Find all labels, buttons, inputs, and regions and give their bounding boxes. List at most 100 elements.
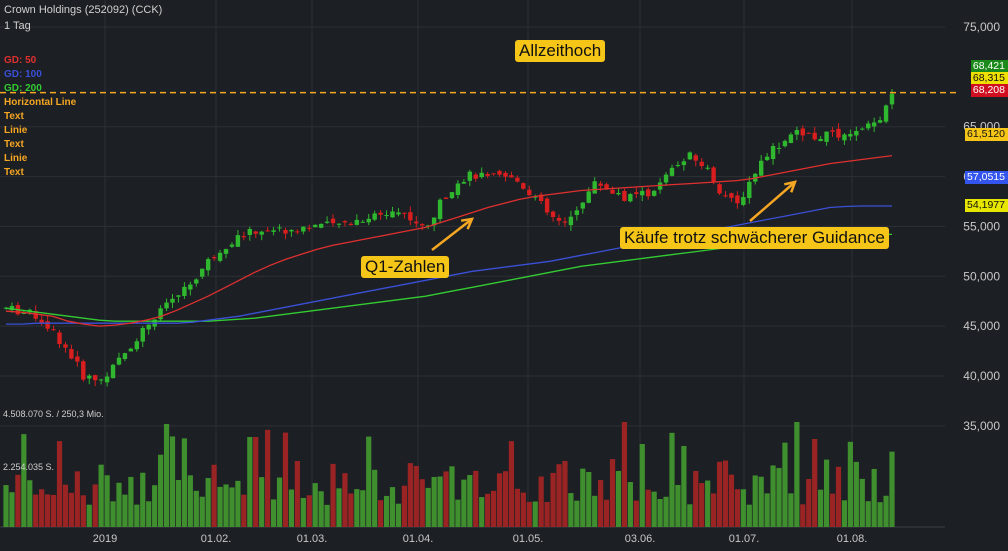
volume-bar (140, 472, 146, 527)
volume-bar (27, 480, 33, 527)
volume-bar (324, 504, 330, 527)
volume-bar (841, 500, 848, 527)
volume-bar (348, 493, 354, 527)
volume-bar (621, 422, 628, 527)
candle-body (51, 329, 56, 331)
volume-bar (366, 436, 372, 527)
candle-body (140, 328, 145, 342)
candle-body (182, 286, 187, 297)
volume-bar (425, 487, 431, 527)
volume-bar (699, 483, 705, 527)
annotation-arrows (431, 180, 797, 251)
volume-bar (728, 474, 735, 527)
volume-bar (431, 476, 437, 527)
volume-bar (282, 432, 289, 527)
volume-bar (823, 459, 830, 527)
candle-body (568, 216, 574, 226)
candle-body (503, 172, 508, 177)
candle-body (431, 217, 437, 226)
candle-body (562, 221, 568, 223)
volume-bar (15, 474, 21, 527)
volume-bar (276, 477, 283, 527)
candle-body (646, 189, 651, 197)
candle-body (509, 175, 514, 178)
candle-body (420, 224, 425, 226)
volume-bar (175, 480, 182, 527)
legend-item: Text (4, 167, 24, 178)
volume-bar (479, 497, 485, 527)
candle-body (866, 123, 871, 129)
candle-body (729, 193, 734, 198)
x-tick-label: 01.05. (513, 533, 544, 545)
candle-body (592, 181, 597, 194)
volume-bar (782, 442, 788, 527)
volume-bar (746, 504, 752, 527)
volume-bar (889, 451, 895, 527)
candle-body (295, 231, 300, 233)
volume-bar (152, 485, 158, 527)
candle-body (610, 189, 615, 194)
candle-body (200, 268, 205, 277)
volume-bar (467, 475, 473, 527)
candle-body (818, 138, 823, 142)
volume-bar (580, 468, 586, 527)
annotation-q1-zahlen: Q1-Zahlen (361, 256, 450, 278)
candle-body (854, 130, 859, 136)
volume-bar (502, 471, 509, 527)
volume-bar (592, 495, 598, 527)
volume-bar (407, 463, 413, 527)
legend-item: Horizontal Line (4, 97, 77, 108)
candle-body (134, 341, 140, 350)
annotation-guidance: Käufe trotz schwächerer Guidance (620, 227, 889, 249)
candle-body (390, 211, 395, 218)
candle-body (467, 171, 473, 181)
candle-body (794, 130, 800, 135)
candle-body (176, 295, 181, 297)
candle-body (265, 230, 270, 232)
volume-bar (711, 493, 717, 527)
volume-bar (98, 464, 104, 527)
candle-body (889, 93, 895, 105)
candle-body (342, 221, 348, 223)
candle-body (122, 353, 128, 360)
candle-body (104, 376, 110, 383)
volume-bar (776, 467, 782, 527)
candle-body (33, 311, 38, 319)
x-tick-label: 01.04. (403, 533, 434, 545)
volume-bar (401, 485, 408, 527)
candle-body (307, 227, 312, 229)
volume-bar (223, 484, 229, 527)
volume-bar (461, 479, 467, 527)
volume-bar (9, 492, 15, 527)
volume-bar (342, 473, 348, 527)
y-tick-label: 40,000 (963, 369, 1000, 383)
volume-bar (253, 437, 259, 527)
candle-body (69, 349, 74, 359)
volume-bar (134, 504, 140, 527)
candle-body (57, 332, 62, 345)
volume-bar (92, 484, 98, 527)
candle-body (81, 361, 86, 380)
volume-bar (354, 489, 360, 527)
candle-body (479, 172, 484, 178)
candle-body (301, 226, 306, 232)
volume-bar (378, 500, 384, 527)
volume-bar (265, 429, 271, 527)
volume-bar (705, 480, 711, 527)
volume-bar (485, 493, 491, 527)
volume-bar (806, 479, 812, 527)
candle-body (747, 181, 752, 199)
candle-body (354, 219, 360, 225)
candle-body (110, 364, 116, 379)
legend-item: GD: 100 (4, 69, 42, 80)
x-tick-label: 2019 (93, 533, 117, 545)
y-tick-label: 35,000 (963, 419, 1000, 433)
volume-bar (514, 488, 520, 527)
volume-bar (556, 464, 562, 527)
candle-body (3, 307, 9, 309)
candle-body (758, 160, 764, 176)
candle-body (223, 249, 229, 254)
candle-body (883, 105, 889, 122)
volume-bar (330, 463, 336, 527)
candle-body (586, 191, 591, 203)
